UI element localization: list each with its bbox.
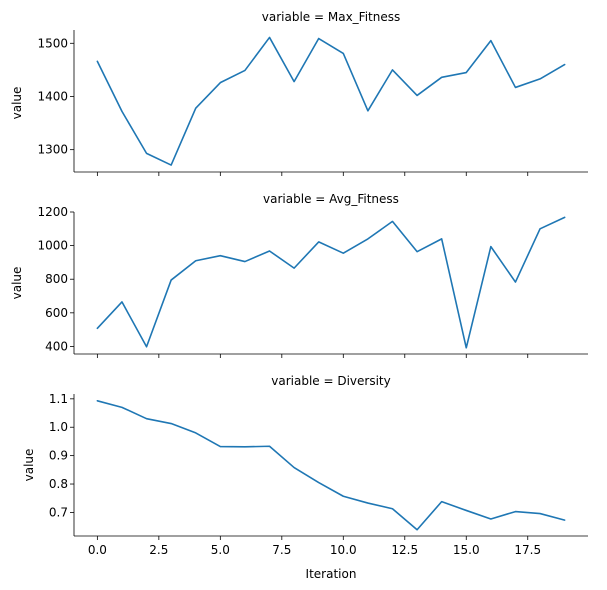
y-tick-label: 400 xyxy=(45,339,68,353)
y-axis-label: value xyxy=(22,449,36,482)
y-tick-label: 1200 xyxy=(37,205,68,219)
x-tick-label: 5.0 xyxy=(211,543,230,557)
y-tick-label: 1500 xyxy=(37,36,68,50)
x-tick-label: 2.5 xyxy=(149,543,168,557)
panel-diversity: variable = Diversity value 0.7 0.8 0.9 1.0 1… xyxy=(22,374,588,557)
x-tick-label: 17.5 xyxy=(514,543,541,557)
series-line xyxy=(96,216,566,349)
y-tick-label: 0.9 xyxy=(49,449,68,463)
x-tick-label: 12.5 xyxy=(391,543,418,557)
y-axis-label: value xyxy=(10,267,24,300)
y-axis-label: value xyxy=(10,87,24,120)
x-tick-label: 15.0 xyxy=(453,543,480,557)
x-axis-label: Iteration xyxy=(306,567,357,581)
y-tick-label: 1.1 xyxy=(49,392,68,406)
panel-max-fitness: variable = Max_Fitness value 1300 1400 150… xyxy=(10,10,588,176)
y-tick-label: 1300 xyxy=(37,143,68,157)
y-tick-label: 0.8 xyxy=(49,477,68,491)
series-line xyxy=(96,36,566,166)
y-tick-label: 1000 xyxy=(37,239,68,253)
y-tick-label: 1.0 xyxy=(49,420,68,434)
panel-avg-fitness: variable = Avg_Fitness value 400 600 800 10… xyxy=(10,192,588,358)
y-tick-label: 1400 xyxy=(37,89,68,103)
panel-title: variable = Max_Fitness xyxy=(262,10,400,24)
x-tick-label: 7.5 xyxy=(272,543,291,557)
y-tick-label: 800 xyxy=(45,272,68,286)
panel-title: variable = Diversity xyxy=(271,374,390,388)
x-tick-label: 10.0 xyxy=(330,543,357,557)
y-tick-label: 0.7 xyxy=(49,505,68,519)
series-line xyxy=(96,400,566,531)
x-tick-label: 0.0 xyxy=(88,543,107,557)
panel-title: variable = Avg_Fitness xyxy=(263,192,399,206)
y-tick-label: 600 xyxy=(45,306,68,320)
